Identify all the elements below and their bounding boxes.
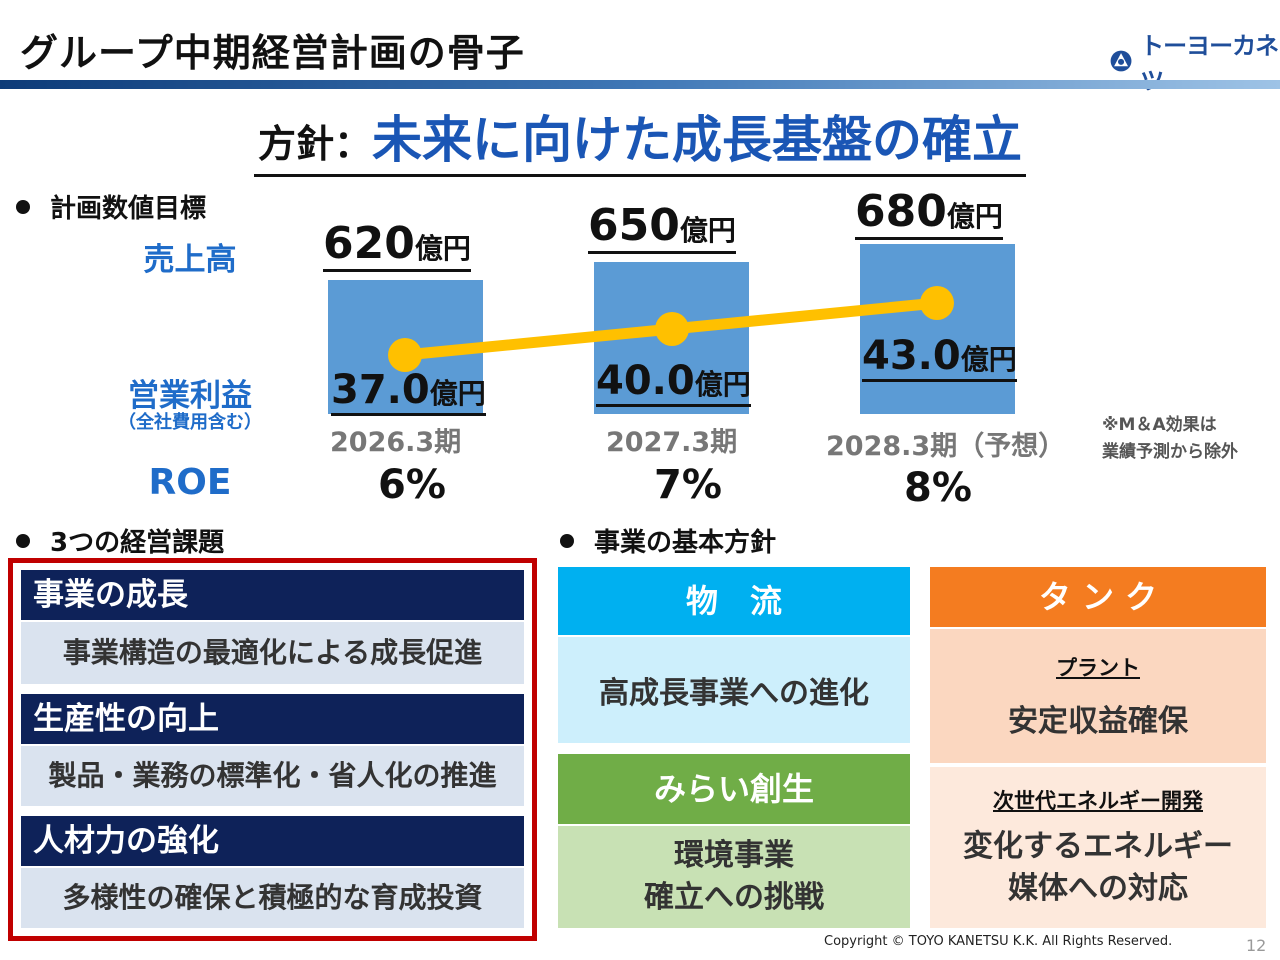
policy-text: 未来に向けた成長基盤の確立 <box>372 111 1022 169</box>
copyright: Copyright © TOYO KANETSU K.K. All Rights… <box>824 934 1173 949</box>
issue-head: 生産性の向上 <box>21 694 524 744</box>
targets-heading: 計画数値目標 <box>16 188 206 225</box>
op-profit-point <box>920 286 954 320</box>
page-title: グループ中期経営計画の骨子 <box>20 31 525 75</box>
logistics-body: 高成長事業への進化 <box>558 637 910 743</box>
policies-heading: 事業の基本方針 <box>560 522 776 559</box>
tank-plant-body: プラント 安定収益確保 <box>930 629 1266 763</box>
op-value: 43.0億円 <box>862 333 1017 382</box>
sales-label: 売上高 <box>143 242 237 278</box>
issue-body: 事業構造の最適化による成長促進 <box>21 622 524 684</box>
op-sublabel: （全社費用含む） <box>118 412 262 433</box>
sales-bar <box>860 244 1015 414</box>
policy-label: 方針： <box>257 122 372 166</box>
issues-frame <box>8 558 537 941</box>
mirai-body: 環境事業 確立への挑戦 <box>558 826 910 928</box>
issues-heading: 3つの経営課題 <box>16 522 224 559</box>
mirai-head: みらい創生 <box>558 754 910 824</box>
plant-text: 安定収益確保 <box>1008 704 1188 739</box>
header-rule <box>0 80 1280 89</box>
sales-value: 620億円 <box>323 218 471 272</box>
roe-value: 6% <box>378 462 446 508</box>
ma-note: ※M＆A効果は 業績予測から除外 <box>1102 415 1238 462</box>
issue-body: 製品・業務の標準化・省人化の推進 <box>21 746 524 806</box>
company-logo: トーヨーカネツ <box>1108 26 1280 96</box>
roe-label: ROE <box>148 462 232 503</box>
logistics-head: 物 流 <box>558 567 910 635</box>
page-number: 12 <box>1246 936 1267 955</box>
bullet-icon <box>560 533 574 548</box>
sales-value: 650億円 <box>588 200 736 254</box>
issue-head: 人材力の強化 <box>21 816 524 866</box>
energy-sublabel: 次世代エネルギー開発 <box>993 788 1203 813</box>
op-value: 37.0億円 <box>331 367 486 416</box>
period-label: 2028.3期（予想） <box>826 431 1066 462</box>
op-label: 営業利益 <box>128 378 252 414</box>
roe-value: 8% <box>904 465 972 511</box>
logo-mark-icon <box>1110 50 1132 72</box>
op-profit-point <box>655 312 689 346</box>
policy-banner: 方針：未来に向けた成長基盤の確立 <box>0 100 1280 177</box>
op-profit-point <box>388 338 422 372</box>
issue-head: 事業の成長 <box>21 570 524 620</box>
issue-body: 多様性の確保と積極的な育成投資 <box>21 868 524 928</box>
op-value: 40.0億円 <box>596 358 751 407</box>
bullet-icon <box>16 199 30 214</box>
sales-value: 680億円 <box>855 186 1003 240</box>
tank-head: タ ン ク <box>930 567 1266 627</box>
bullet-icon <box>16 533 30 548</box>
plant-sublabel: プラント <box>1056 656 1140 680</box>
period-label: 2026.3期 <box>330 427 462 458</box>
tank-energy-body: 次世代エネルギー開発 変化するエネルギー 媒体への対応 <box>930 767 1266 928</box>
roe-value: 7% <box>654 462 722 508</box>
period-label: 2027.3期 <box>606 427 738 458</box>
